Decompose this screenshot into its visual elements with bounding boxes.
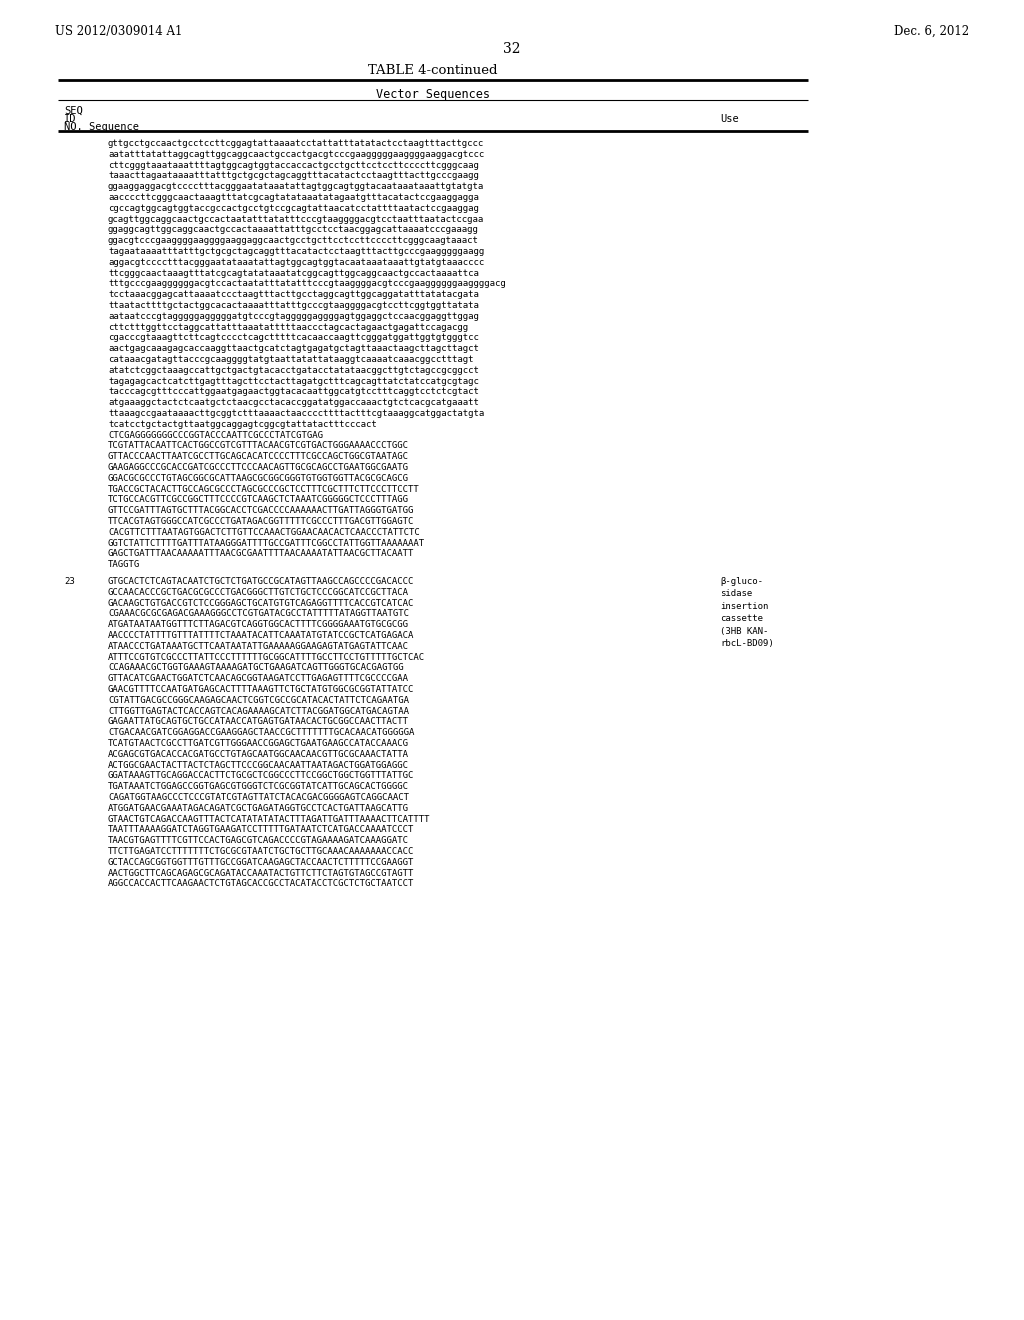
Text: GCCAACACCCGCTGACGCGCCCTGACGGGCTTGTCTGCTCCCGGCATCCGCTTACA: GCCAACACCCGCTGACGCGCCCTGACGGGCTTGTCTGCTC…	[108, 587, 409, 597]
Text: tacccagcgtttcccattggaatgagaactggtacacaattggcatgtcctttcaggtcctctcgtact: tacccagcgtttcccattggaatgagaactggtacacaat…	[108, 387, 479, 396]
Text: TAACGTGAGTTTTCGTTCCACTGAGCGTCAGACCCCGTAGAAAAGATCAAAGGATC: TAACGTGAGTTTTCGTTCCACTGAGCGTCAGACCCCGTAG…	[108, 836, 409, 845]
Text: AACCCCTATTTTGTTTATTTTCTAAATACATTCAAATATGTATCCGCTCATGAGACA: AACCCCTATTTTGTTTATTTTCTAAATACATTCAAATATG…	[108, 631, 415, 640]
Text: CACGTTCTTTAATAGTGGACTCTTGTTCCAAACTGGAACAACACTCAACCCTATTCTC: CACGTTCTTTAATAGTGGACTCTTGTTCCAAACTGGAACA…	[108, 528, 420, 537]
Text: GTTACCCAACTTAATCGCCTTGCAGCACATCCCCTTTCGCCAGCTGGCGTAATAGC: GTTACCCAACTTAATCGCCTTGCAGCACATCCCCTTTCGC…	[108, 453, 409, 461]
Text: tttgcccgaaggggggacgtccactaatatttatatttcccgtaaggggacgtcccgaaggggggaaggggacg: tttgcccgaaggggggacgtccactaatatttatatttcc…	[108, 280, 506, 288]
Text: GGATAAAGTTGCAGGACCACTTCTGCGCTCGGCCCTTCCGGCTGGCTGGTTTATTGC: GGATAAAGTTGCAGGACCACTTCTGCGCTCGGCCCTTCCG…	[108, 771, 415, 780]
Text: cttctttggttcctaggcattatttaaatatttttaaccctagcactagaactgagattccagacgg: cttctttggttcctaggcattatttaaatatttttaaccc…	[108, 322, 468, 331]
Text: ATAACCCTGATAAATGCTTCAATAATATTGAAAAAGGAAGAGTATGAGTATTCAAC: ATAACCCTGATAAATGCTTCAATAATATTGAAAAAGGAAG…	[108, 642, 409, 651]
Text: US 2012/0309014 A1: US 2012/0309014 A1	[55, 25, 182, 38]
Text: GTGCACTCTCAGTACAATCTGCTCTGATGCCGCATAGTTAAGCCAGCCCCGACACCC: GTGCACTCTCAGTACAATCTGCTCTGATGCCGCATAGTTA…	[108, 577, 415, 586]
Text: cgccagtggcagtggtaccgccactgcctgtccgcagtattaacatcctattttaatactccgaaggag: cgccagtggcagtggtaccgccactgcctgtccgcagtat…	[108, 203, 479, 213]
Text: tagagagcactcatcttgagtttagcttcctacttagatgctttcagcagttatctatccatgcgtagc: tagagagcactcatcttgagtttagcttcctacttagatg…	[108, 376, 479, 385]
Text: ATTTCCGTGTCGCCCTTATTCCCTTTTTTGCGGCATTTTGCCTTCCTGTTTTTGCTCAC: ATTTCCGTGTCGCCCTTATTCCCTTTTTTGCGGCATTTTG…	[108, 652, 425, 661]
Text: atatctcggctaaagccattgctgactgtacacctgatacctatataacggcttgtctagccgcggcct: atatctcggctaaagccattgctgactgtacacctgatac…	[108, 366, 479, 375]
Text: CCAGAAACGCTGGTGAAAGTAAAAGATGCTGAAGATCAGTTGGGTGCACGAGTGG: CCAGAAACGCTGGTGAAAGTAAAAGATGCTGAAGATCAGT…	[108, 664, 403, 672]
Text: CGAAACGCGCGAGACGAAAGGGCCTCGTGATACGCCTATTTTTATAGGTTAATGTC: CGAAACGCGCGAGACGAAAGGGCCTCGTGATACGCCTATT…	[108, 610, 409, 618]
Text: ggaaggaggacgtcccctttacgggaatataaatattagtggcagtggtacaataaataaattgtatgta: ggaaggaggacgtcccctttacgggaatataaatattagt…	[108, 182, 484, 191]
Text: tcatcctgctactgttaatggcaggagtcggcgtattatactttcccact: tcatcctgctactgttaatggcaggagtcggcgtattata…	[108, 420, 377, 429]
Text: GAAGAGGCCCGCACCGATCGCCCTTCCCAACAGTTGCGCAGCCTGAATGGCGAATG: GAAGAGGCCCGCACCGATCGCCCTTCCCAACAGTTGCGCA…	[108, 463, 409, 473]
Text: ATGATAATAATGGTTTCTTAGACGTCAGGTGGCACTTTTCGGGGAAATGTGCGCGG: ATGATAATAATGGTTTCTTAGACGTCAGGTGGCACTTTTC…	[108, 620, 409, 630]
Text: AGGCCACCACTTCAAGAACTCTGTAGCACCGCCTACATACCTCGCTCTGCTAATCCT: AGGCCACCACTTCAAGAACTCTGTAGCACCGCCTACATAC…	[108, 879, 415, 888]
Text: CTCGAGGGGGGGCCCGGTACCCAATTCGCCCTATCGTGAG: CTCGAGGGGGGGCCCGGTACCCAATTCGCCCTATCGTGAG	[108, 430, 323, 440]
Text: GAACGTTTTCCAATGATGAGCACTTTTAAAGTTCTGCTATGTGGCGCGGTATTATCC: GAACGTTTTCCAATGATGAGCACTTTTAAAGTTCTGCTAT…	[108, 685, 415, 694]
Text: TTCTTGAGATCCTTTTTTTCTGCGCGTAATCTGCTGCTTGCAAACAAAAAAACCACC: TTCTTGAGATCCTTTTTTTCTGCGCGTAATCTGCTGCTTG…	[108, 847, 415, 855]
Text: ttaatacttttgctactggcacactaaaatttatttgcccgtaaggggacgtccttcggtggttatata: ttaatacttttgctactggcacactaaaatttatttgccc…	[108, 301, 479, 310]
Text: NO. Sequence: NO. Sequence	[63, 121, 139, 132]
Text: ID: ID	[63, 114, 77, 124]
Text: aaccccttcgggcaactaaagtttatcgcagtatataaatatagaatgtttacatactccgaaggagga: aaccccttcgggcaactaaagtttatcgcagtatataaat…	[108, 193, 479, 202]
Text: CTTGGTTGAGTACTCACCAGTCACAGAAAAGCATCTTACGGATGGCATGACAGTAA: CTTGGTTGAGTACTCACCAGTCACAGAAAAGCATCTTACG…	[108, 706, 409, 715]
Text: aggacgtcccctttacgggaatataaatattagtggcagtggtacaataaataaattgtatgtaaacccc: aggacgtcccctttacgggaatataaatattagtggcagt…	[108, 257, 484, 267]
Text: AACTGGCTTCAGCAGAGCGCAGATACCAAATACTGTTCTTCTAGTGTAGCCGTAGTT: AACTGGCTTCAGCAGAGCGCAGATACCAAATACTGTTCTT…	[108, 869, 415, 878]
Text: ACTGGCGAACTACTTACTCTAGCTTCCCGGCAACAATTAATAGACTGGATGGAGGC: ACTGGCGAACTACTTACTCTAGCTTCCCGGCAACAATTAA…	[108, 760, 409, 770]
Text: gcagttggcaggcaactgccactaatatttatatttcccgtaaggggacgtcctaatttaatactccgaa: gcagttggcaggcaactgccactaatatttatatttcccg…	[108, 215, 484, 223]
Text: CAGATGGTAAGCCCTCCCGTATCGTAGTTATCTACACGACGGGGAGTCAGGCAACT: CAGATGGTAAGCCCTCCCGTATCGTAGTTATCTACACGAC…	[108, 793, 409, 803]
Text: GTTACATCGAACTGGATCTCAACAGCGGTAAGATCCTTGAGAGTTTTCGCCCCGAA: GTTACATCGAACTGGATCTCAACAGCGGTAAGATCCTTGA…	[108, 675, 409, 684]
Text: TCGTATTACAATTCACTGGCCGTCGTTTACAACGTCGTGACTGGGAAAACCCTGGC: TCGTATTACAATTCACTGGCCGTCGTTTACAACGTCGTGA…	[108, 441, 409, 450]
Text: tcctaaacggagcattaaaatccctaagtttacttgcctaggcagttggcaggatatttatatacgata: tcctaaacggagcattaaaatccctaagtttacttgccta…	[108, 290, 479, 300]
Text: ggaggcagttggcaggcaactgccactaaaattatttgcctcctaacggagcattaaaatcccgaaagg: ggaggcagttggcaggcaactgccactaaaattatttgcc…	[108, 226, 479, 235]
Text: aataatcccgtagggggagggggatgtcccgtagggggaggggagtggaggctccaacggaggttggag: aataatcccgtagggggagggggatgtcccgtagggggag…	[108, 312, 479, 321]
Text: ATGGATGAACGAAATAGACAGATCGCTGAGATAGGTGCCTCACTGATTAAGCATTG: ATGGATGAACGAAATAGACAGATCGCTGAGATAGGTGCCT…	[108, 804, 409, 813]
Text: cgacccgtaaagttcttcagtcccctcagctttttcacaaccaagttcgggatggattggtgtgggtcc: cgacccgtaaagttcttcagtcccctcagctttttcacaa…	[108, 334, 479, 342]
Text: GACAAGCTGTGACCGTCTCCGGGAGCTGCATGTGTCAGAGGTTTTCACCGTCATCAC: GACAAGCTGTGACCGTCTCCGGGAGCTGCATGTGTCAGAG…	[108, 598, 415, 607]
Text: 32: 32	[503, 42, 521, 55]
Text: TCTGCCACGTTCGCCGGCTTTCCCCGTCAAGCTCTAAATCGGGGGCTCCCTTTAGG: TCTGCCACGTTCGCCGGCTTTCCCCGTCAAGCTCTAAATC…	[108, 495, 409, 504]
Text: GCTACCAGCGGTGGTTTGTTTGCCGGATCAAGAGCTACCAACTCTTTTTCCGAAGGT: GCTACCAGCGGTGGTTTGTTTGCCGGATCAAGAGCTACCA…	[108, 858, 415, 867]
Text: 23: 23	[63, 577, 75, 586]
Text: TGACCGCTACACTTGCCAGCGCCCTAGCGCCCGCTCCTTTCGCTTTCTTCCCTTCCTT: TGACCGCTACACTTGCCAGCGCCCTAGCGCCCGCTCCTTT…	[108, 484, 420, 494]
Text: GTTCCGATTTAGTGCTTTACGGCACCTCGACCCCAAAAAACTTGATTAGGGTGATGG: GTTCCGATTTAGTGCTTTACGGCACCTCGACCCCAAAAAA…	[108, 506, 415, 515]
Text: TAATTTAAAAGGATCTAGGTGAAGATCCTTTTTGATAATCTCATGACCAAAATCCCT: TAATTTAAAAGGATCTAGGTGAAGATCCTTTTTGATAATC…	[108, 825, 415, 834]
Text: cttcgggtaaataaattttagtggcagtggtaccaccactgcctgcttcctccttccccttcgggcaag: cttcgggtaaataaattttagtggcagtggtaccaccact…	[108, 161, 479, 169]
Text: Vector Sequences: Vector Sequences	[376, 88, 490, 102]
Text: SEQ: SEQ	[63, 106, 83, 116]
Text: CTGACAACGATCGGAGGACCGAAGGAGCTAACCGCTTTTTTTGCACAACATGGGGGA: CTGACAACGATCGGAGGACCGAAGGAGCTAACCGCTTTTT…	[108, 729, 415, 737]
Text: GAGCTGATTTAACAAAAATTTAACGCGAATTTTAACAAAATATTAACGCTTACAATT: GAGCTGATTTAACAAAAATTTAACGCGAATTTTAACAAAA…	[108, 549, 415, 558]
Text: TAGGTG: TAGGTG	[108, 560, 140, 569]
Text: cataaacgatagttacccgcaaggggtatgtaattatattataaggtcaaaatcaaacggcctttagt: cataaacgatagttacccgcaaggggtatgtaattatatt…	[108, 355, 473, 364]
Text: GGTCTATTCTTTTGATTTATAAGGGATTTTGCCGATTTCGGCCTATTGGTTAAAAAAAT: GGTCTATTCTTTTGATTTATAAGGGATTTTGCCGATTTCG…	[108, 539, 425, 548]
Text: CGTATTGACGCCGGGCAAGAGCAACTCGGTCGCCGCATACACTATTCTCAGAATGA: CGTATTGACGCCGGGCAAGAGCAACTCGGTCGCCGCATAC…	[108, 696, 409, 705]
Text: tagaataaaatttatttgctgcgctagcaggtttacatactcctaagtttacttgcccgaagggggaagg: tagaataaaatttatttgctgcgctagcaggtttacatac…	[108, 247, 484, 256]
Text: Use: Use	[720, 114, 738, 124]
Text: ttcgggcaactaaagtttatcgcagtatataaatatcggcagttggcaggcaactgccactaaaattca: ttcgggcaactaaagtttatcgcagtatataaatatcggc…	[108, 268, 479, 277]
Text: TTCACGTAGTGGGCCATCGCCCTGATAGACGGTTTTTCGCCCTTTGACGTTGGAGTC: TTCACGTAGTGGGCCATCGCCCTGATAGACGGTTTTTCGC…	[108, 517, 415, 525]
Text: ttaaagccgaataaaacttgcggtctttaaaactaaccccttttactttcgtaaaggcatggactatgta: ttaaagccgaataaaacttgcggtctttaaaactaacccc…	[108, 409, 484, 418]
Text: ACGAGCGTGACACCACGATGCCTGTAGCAATGGCAACAACGTTGCGCAAACTATTA: ACGAGCGTGACACCACGATGCCTGTAGCAATGGCAACAAC…	[108, 750, 409, 759]
Text: TABLE 4-continued: TABLE 4-continued	[369, 63, 498, 77]
Text: taaacttagaataaaatttatttgctgcgctagcaggtttacatactcctaagtttacttgcccgaagg: taaacttagaataaaatttatttgctgcgctagcaggttt…	[108, 172, 479, 181]
Text: ggacgtcccgaaggggaaggggaaggaggcaactgcctgcttcctccttccccttcgggcaagtaaact: ggacgtcccgaaggggaaggggaaggaggcaactgcctgc…	[108, 236, 479, 246]
Text: GTAACTGTCAGACCAAGTTTACTCATATATATACTTTAGATTGATTTAAAACTTCATTTT: GTAACTGTCAGACCAAGTTTACTCATATATATACTTTAGA…	[108, 814, 430, 824]
Text: aactgagcaaagagcaccaaggttaactgcatctagtgagatgctagttaaactaagcttagcttagct: aactgagcaaagagcaccaaggttaactgcatctagtgag…	[108, 345, 479, 354]
Text: TGATAAATCTGGAGCCGGTGAGCGTGGGTCTCGCGGTATCATTGCAGCACTGGGGC: TGATAAATCTGGAGCCGGTGAGCGTGGGTCTCGCGGTATC…	[108, 783, 409, 791]
Text: gttgcctgccaactgcctccttcggagtattaaaatcctattatttatatactcctaagtttacttgccc: gttgcctgccaactgcctccttcggagtattaaaatccta…	[108, 139, 484, 148]
Text: Dec. 6, 2012: Dec. 6, 2012	[894, 25, 969, 38]
Text: β-gluco-
sidase
insertion
cassette
(3HB KAN-
rbcL-BD09): β-gluco- sidase insertion cassette (3HB …	[720, 577, 774, 648]
Text: aatatttatattaggcagttggcaggcaactgccactgacgtcccgaagggggaaggggaaggacgtccc: aatatttatattaggcagttggcaggcaactgccactgac…	[108, 149, 484, 158]
Text: atgaaaggctactctcaatgctctaacgcctacaccggatatggaccaaactgtctcacgcatgaaatt: atgaaaggctactctcaatgctctaacgcctacaccggat…	[108, 399, 479, 407]
Text: GGACGCGCCCTGTAGCGGCGCATTAAGCGCGGCGGGTGTGGTGGTTACGCGCAGCG: GGACGCGCCCTGTAGCGGCGCATTAAGCGCGGCGGGTGTG…	[108, 474, 409, 483]
Text: GAGAATTATGCAGTGCTGCCATAACCATGAGTGATAACACTGCGGCCAACTTACTT: GAGAATTATGCAGTGCTGCCATAACCATGAGTGATAACAC…	[108, 717, 409, 726]
Text: TCATGTAACTCGCCTTGATCGTTGGGAACCGGAGCTGAATGAAGCCATACCAAACG: TCATGTAACTCGCCTTGATCGTTGGGAACCGGAGCTGAAT…	[108, 739, 409, 748]
